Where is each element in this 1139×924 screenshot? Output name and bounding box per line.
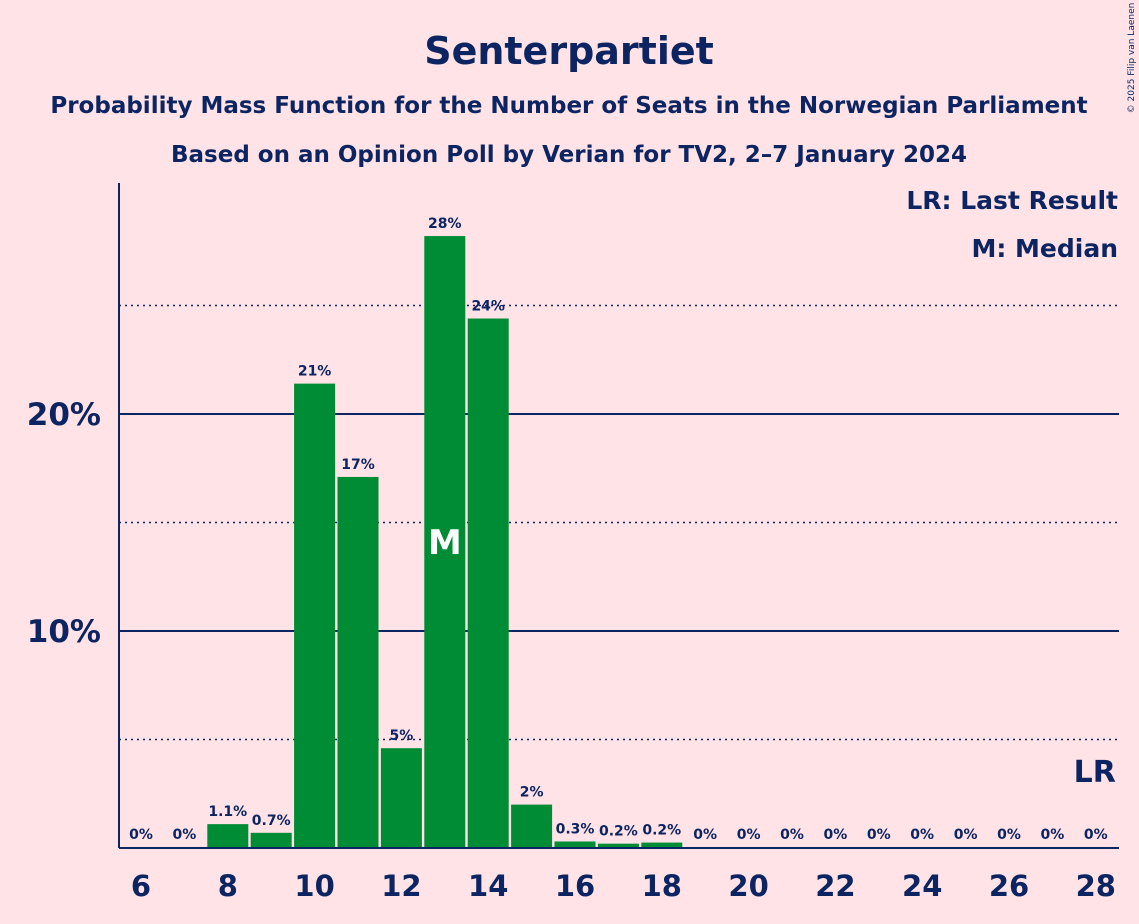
x-tick-label: 8 xyxy=(218,869,238,903)
x-tick-label: 16 xyxy=(555,869,595,903)
data-label-seat-19: 0% xyxy=(693,827,717,843)
chart-subtitle: Probability Mass Function for the Number… xyxy=(50,93,1087,119)
data-label-seat-15: 2% xyxy=(520,785,544,801)
legend-median: M: Median xyxy=(971,234,1118,263)
data-labels: 0% 0%1.1%0.7%21%17%5%28%24%2%0.3% 0.2% 0.2%… xyxy=(129,216,1108,843)
data-label-seat-10: 21% xyxy=(298,364,332,380)
y-tick-label: 20% xyxy=(27,397,101,433)
data-label-seat-11: 17% xyxy=(341,457,375,473)
chart-title: Senterpartiet xyxy=(424,29,714,73)
x-tick-label: 28 xyxy=(1076,869,1116,903)
data-label-seat-6: 0% xyxy=(129,827,153,843)
median-marker: M xyxy=(428,523,462,563)
x-tick-label: 12 xyxy=(381,869,421,903)
data-label-seat-14: 24% xyxy=(471,299,505,315)
data-label-seat-24: 0% xyxy=(910,827,934,843)
bar-seat-12 xyxy=(380,748,422,848)
y-tick-label: 10% xyxy=(27,614,101,650)
bar-seat-10 xyxy=(294,383,336,848)
bar-seat-18 xyxy=(641,842,683,848)
bar-seat-11 xyxy=(337,476,379,848)
data-label-seat-18: 0.2% xyxy=(642,823,681,839)
bar-seat-16 xyxy=(554,841,596,848)
x-tick-label: 26 xyxy=(989,869,1029,903)
data-label-seat-7: 0% xyxy=(173,827,197,843)
chart-subtitle-poll: Based on an Opinion Poll by Verian for T… xyxy=(171,142,967,168)
bar-seat-9 xyxy=(250,832,292,848)
bar-seat-17 xyxy=(597,843,639,848)
data-label-seat-21: 0% xyxy=(780,827,804,843)
x-tick-label: 22 xyxy=(815,869,855,903)
x-tick-label: 18 xyxy=(642,869,682,903)
x-tick-label: 10 xyxy=(294,869,334,903)
y-axis-ticks: 10% 20% xyxy=(27,397,101,650)
x-tick-label: 6 xyxy=(131,869,151,903)
bar-seat-14 xyxy=(467,318,509,848)
legend-last-result: LR: Last Result xyxy=(906,186,1118,215)
copyright-notice: © 2025 Filip van Laenen xyxy=(1127,3,1137,114)
gridlines xyxy=(119,304,1119,741)
data-label-seat-26: 0% xyxy=(997,827,1021,843)
data-label-seat-12: 5% xyxy=(390,728,414,744)
bars xyxy=(207,236,683,848)
data-label-seat-13: 28% xyxy=(428,216,462,232)
data-label-seat-23: 0% xyxy=(867,827,891,843)
data-label-seat-22: 0% xyxy=(824,827,848,843)
x-tick-label: 24 xyxy=(902,869,942,903)
data-label-seat-20: 0% xyxy=(737,827,761,843)
data-label-seat-9: 0.7% xyxy=(252,813,291,829)
bar-seat-13 xyxy=(424,236,466,848)
data-label-seat-28: 0% xyxy=(1084,827,1108,843)
x-axis-ticks: 6 8 10 12 14 16 18 20 22 24 26 28 xyxy=(131,869,1116,903)
data-label-seat-27: 0% xyxy=(1041,827,1065,843)
data-label-seat-25: 0% xyxy=(954,827,978,843)
bar-seat-8 xyxy=(207,824,249,848)
x-tick-label: 14 xyxy=(468,869,508,903)
data-label-seat-8: 1.1% xyxy=(208,804,247,820)
bar-seat-15 xyxy=(511,804,553,848)
data-label-seat-16: 0.3% xyxy=(556,821,595,837)
x-tick-label: 20 xyxy=(728,869,768,903)
last-result-marker: LR xyxy=(1074,755,1116,790)
data-label-seat-17: 0.2% xyxy=(599,824,638,840)
